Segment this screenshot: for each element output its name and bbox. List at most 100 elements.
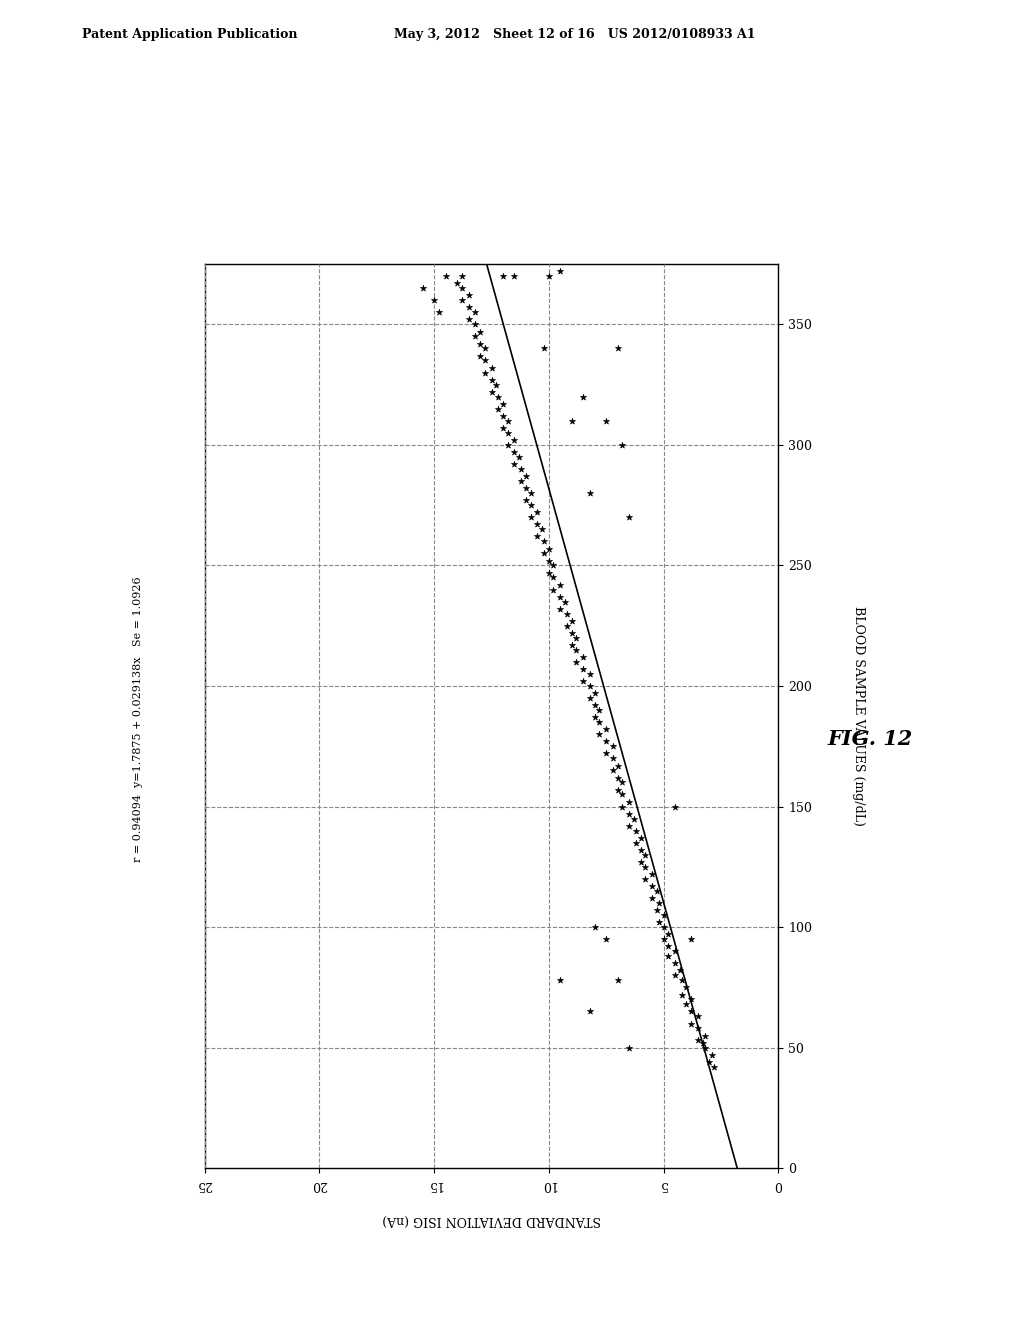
- Point: [659, 945, 676, 966]
- Point: [655, 916, 672, 937]
- Point: [506, 454, 522, 475]
- Point: [545, 579, 561, 601]
- Point: [476, 362, 493, 383]
- Point: [609, 338, 626, 359]
- Point: [614, 796, 631, 817]
- Point: [415, 277, 431, 298]
- Point: [609, 970, 626, 991]
- Point: [644, 863, 660, 884]
- Point: [522, 495, 539, 516]
- Point: [667, 941, 683, 962]
- Point: [575, 659, 592, 680]
- Point: [490, 385, 507, 407]
- Point: [672, 960, 688, 981]
- Point: [621, 1038, 637, 1059]
- Point: [518, 466, 535, 487]
- Point: [495, 417, 511, 438]
- Point: [591, 723, 607, 744]
- Point: [568, 627, 585, 648]
- Point: [614, 772, 631, 793]
- Point: [598, 743, 614, 764]
- Point: [563, 622, 580, 643]
- Point: [461, 297, 477, 318]
- Point: [552, 598, 568, 619]
- Point: [587, 706, 603, 727]
- Point: [472, 345, 488, 366]
- Point: [628, 832, 644, 853]
- Point: [694, 1032, 711, 1053]
- Point: [696, 1038, 713, 1059]
- Point: [667, 796, 683, 817]
- Point: [637, 845, 653, 866]
- Point: [472, 333, 488, 354]
- Point: [637, 857, 653, 878]
- Point: [552, 260, 568, 281]
- Point: [591, 700, 607, 721]
- X-axis label: STANDARD DEVIATION ISIG (nA): STANDARD DEVIATION ISIG (nA): [382, 1213, 601, 1226]
- Point: [678, 977, 694, 998]
- Point: [495, 265, 511, 286]
- Point: [633, 840, 649, 861]
- Point: [605, 735, 622, 756]
- Point: [605, 760, 622, 781]
- Point: [518, 490, 535, 511]
- Point: [582, 676, 598, 697]
- Point: [511, 446, 527, 467]
- Point: [609, 767, 626, 788]
- Point: [598, 731, 614, 752]
- Point: [568, 639, 585, 660]
- Point: [541, 550, 557, 572]
- Point: [563, 610, 580, 631]
- Point: [500, 422, 516, 444]
- Point: [506, 429, 522, 450]
- Point: [490, 399, 507, 420]
- Point: [541, 265, 557, 286]
- Point: [430, 302, 446, 323]
- Point: [513, 470, 529, 491]
- Point: [701, 1052, 718, 1073]
- Point: [659, 936, 676, 957]
- Point: [563, 635, 580, 656]
- Point: [559, 603, 575, 624]
- Point: [506, 441, 522, 462]
- Point: [651, 912, 668, 933]
- Point: [534, 519, 550, 540]
- Point: [500, 411, 516, 432]
- Point: [461, 285, 477, 306]
- Point: [537, 543, 553, 564]
- Point: [495, 405, 511, 426]
- Point: [522, 483, 539, 504]
- Point: [587, 682, 603, 704]
- Point: [483, 381, 500, 403]
- Point: [598, 411, 614, 432]
- Point: [529, 513, 546, 535]
- Point: [648, 880, 665, 902]
- Point: [559, 615, 575, 636]
- Point: [557, 591, 573, 612]
- Text: May 3, 2012   Sheet 12 of 16   US 2012/0108933 A1: May 3, 2012 Sheet 12 of 16 US 2012/01089…: [394, 28, 756, 41]
- Point: [587, 694, 603, 715]
- Point: [529, 525, 546, 546]
- Point: [598, 719, 614, 741]
- Point: [426, 289, 442, 310]
- Point: [674, 983, 690, 1005]
- Point: [506, 265, 522, 286]
- Point: [655, 904, 672, 925]
- Point: [582, 483, 598, 504]
- Point: [648, 900, 665, 921]
- Point: [667, 965, 683, 986]
- Point: [683, 1012, 699, 1034]
- Point: [476, 350, 493, 371]
- Point: [614, 434, 631, 455]
- Point: [690, 1006, 707, 1027]
- Point: [537, 531, 553, 552]
- Point: [633, 851, 649, 873]
- Point: [467, 314, 483, 335]
- Point: [563, 411, 580, 432]
- Point: [621, 507, 637, 528]
- Point: [587, 916, 603, 937]
- Point: [598, 928, 614, 949]
- Point: [609, 755, 626, 776]
- Point: [609, 779, 626, 800]
- Point: [552, 574, 568, 595]
